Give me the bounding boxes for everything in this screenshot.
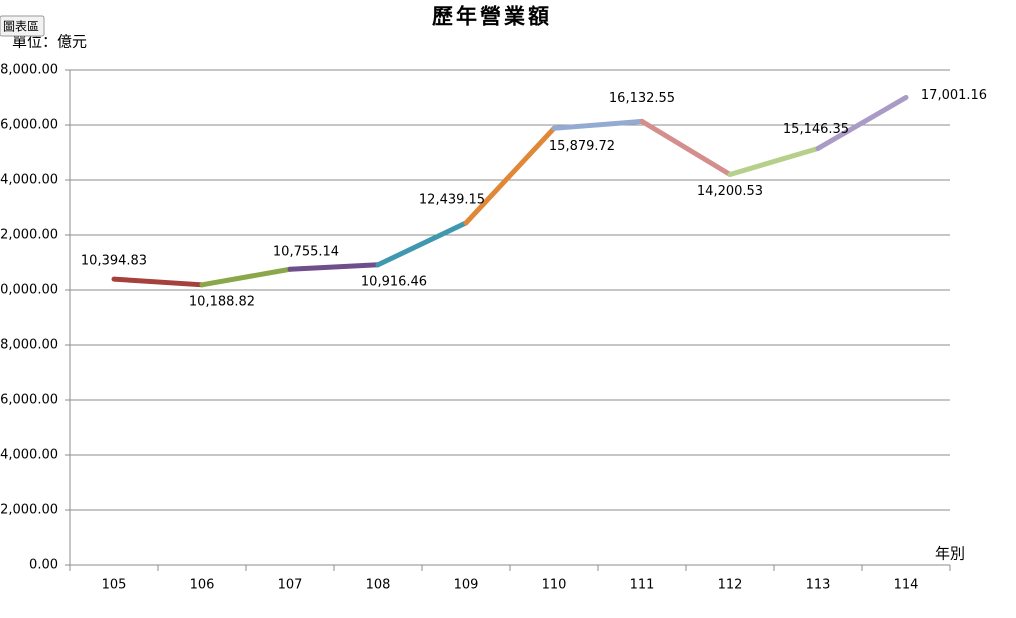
- data-label: 10,394.83: [81, 254, 147, 269]
- x-tick-label: 108: [366, 578, 391, 593]
- x-tick-label: 113: [806, 578, 831, 593]
- x-tick-label: 111: [630, 578, 655, 593]
- x-tick-label: 112: [718, 578, 743, 593]
- y-tick-label: 14,000.00: [0, 173, 58, 188]
- x-tick-label: 105: [102, 578, 127, 593]
- line-segment: [551, 118, 645, 131]
- tooltip-box: [0, 15, 45, 37]
- data-label: 10,755.14: [273, 245, 339, 260]
- data-label: 16,132.55: [609, 91, 675, 106]
- y-axis-label: 單位：億元: [12, 33, 87, 51]
- line-segment: [111, 276, 205, 288]
- line-segment: [463, 125, 557, 226]
- y-tick-label: 0.00: [29, 558, 58, 573]
- x-axis-label: 年別: [935, 545, 965, 563]
- data-label: 15,879.72: [549, 139, 615, 154]
- line-segment: [639, 118, 733, 177]
- x-tick-label: 107: [278, 578, 303, 593]
- y-tick-label: 16,000.00: [0, 118, 58, 133]
- line-segment: [815, 94, 909, 151]
- y-tick-label: 8,000.00: [0, 338, 58, 353]
- x-tick-label: 109: [454, 578, 479, 593]
- data-label: 10,188.82: [189, 294, 255, 309]
- x-tick-label: 106: [190, 578, 215, 593]
- data-label: 10,916.46: [361, 274, 427, 289]
- line-segment: [727, 145, 821, 177]
- data-label: 17,001.16: [921, 88, 987, 103]
- y-tick-label: 18,000.00: [0, 63, 58, 78]
- y-tick-label: 6,000.00: [0, 393, 58, 408]
- x-tick-label: 114: [894, 578, 919, 593]
- data-label: 14,200.53: [697, 184, 763, 199]
- y-tick-label: 10,000.00: [0, 283, 58, 298]
- line-segment: [199, 266, 293, 288]
- line-segment: [375, 220, 469, 268]
- data-label: 12,439.15: [419, 192, 485, 207]
- chart-title: 歷年營業額: [432, 4, 552, 29]
- tooltip: 圖表區: [3, 20, 39, 34]
- line-segment: [287, 262, 381, 272]
- y-tick-label: 4,000.00: [0, 448, 58, 463]
- data-label: 15,146.35: [783, 122, 849, 137]
- y-tick-label: 2,000.00: [0, 503, 58, 518]
- x-tick-label: 110: [542, 578, 567, 593]
- y-tick-label: 12,000.00: [0, 228, 58, 243]
